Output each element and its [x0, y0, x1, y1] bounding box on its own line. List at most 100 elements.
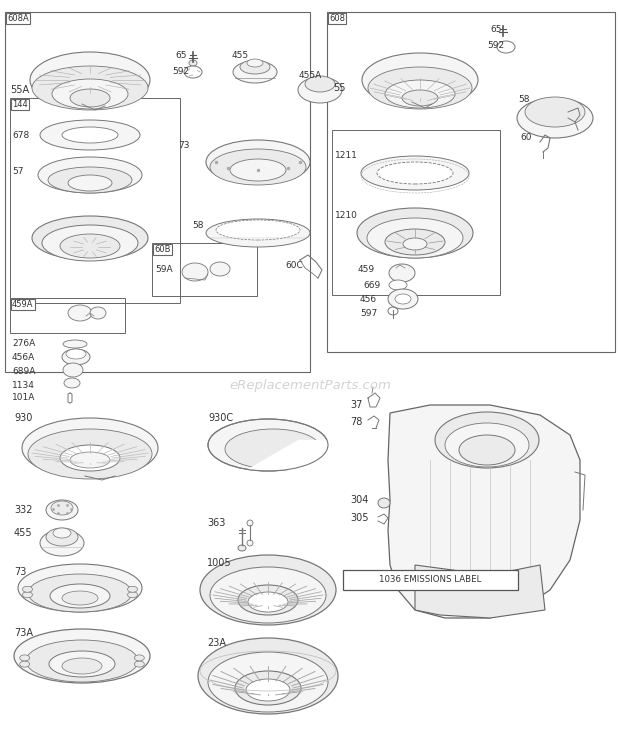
Ellipse shape — [53, 528, 71, 538]
Text: 459A: 459A — [12, 300, 33, 309]
Ellipse shape — [206, 140, 310, 184]
Ellipse shape — [62, 127, 118, 143]
Text: 1211: 1211 — [335, 150, 358, 159]
Text: 363: 363 — [207, 518, 226, 528]
Ellipse shape — [361, 156, 469, 190]
Ellipse shape — [128, 591, 138, 597]
Ellipse shape — [497, 41, 515, 53]
Ellipse shape — [388, 289, 418, 309]
Ellipse shape — [225, 429, 321, 469]
Ellipse shape — [368, 67, 472, 109]
Ellipse shape — [210, 149, 306, 185]
Ellipse shape — [62, 591, 98, 605]
Text: 58: 58 — [192, 220, 203, 229]
Ellipse shape — [230, 159, 286, 181]
Ellipse shape — [22, 418, 158, 478]
Ellipse shape — [20, 655, 30, 661]
Text: 55A: 55A — [10, 85, 29, 95]
Text: 276A: 276A — [12, 339, 35, 348]
Text: 930C: 930C — [208, 413, 233, 423]
Text: 23A: 23A — [207, 638, 226, 648]
Ellipse shape — [32, 66, 148, 110]
Ellipse shape — [60, 234, 120, 258]
Text: 65: 65 — [175, 51, 187, 60]
Text: 1036 EMISSIONS LABEL: 1036 EMISSIONS LABEL — [379, 576, 481, 585]
Ellipse shape — [246, 679, 290, 701]
Ellipse shape — [70, 452, 110, 468]
Ellipse shape — [389, 264, 415, 282]
Text: 1134: 1134 — [12, 380, 35, 390]
Ellipse shape — [48, 167, 132, 193]
Text: 592: 592 — [172, 68, 189, 77]
Text: 678: 678 — [12, 130, 29, 139]
Ellipse shape — [20, 661, 30, 667]
Ellipse shape — [208, 652, 328, 712]
Text: 455A: 455A — [299, 71, 322, 80]
Text: 608: 608 — [329, 14, 345, 23]
Text: 101A: 101A — [12, 393, 35, 402]
Ellipse shape — [235, 671, 301, 705]
Text: 592: 592 — [487, 42, 504, 51]
Text: 459: 459 — [358, 266, 375, 275]
Ellipse shape — [135, 661, 144, 667]
Ellipse shape — [247, 540, 253, 546]
Ellipse shape — [63, 363, 83, 377]
Ellipse shape — [402, 90, 438, 106]
Ellipse shape — [395, 294, 411, 304]
Ellipse shape — [240, 60, 270, 74]
Text: 305: 305 — [350, 513, 368, 523]
Text: 73: 73 — [178, 141, 190, 150]
Ellipse shape — [298, 77, 342, 103]
Ellipse shape — [22, 586, 32, 592]
Bar — [343, 570, 518, 590]
Ellipse shape — [459, 435, 515, 465]
Ellipse shape — [26, 640, 138, 682]
Ellipse shape — [189, 60, 197, 66]
Ellipse shape — [42, 225, 138, 261]
Ellipse shape — [378, 498, 390, 508]
Text: 456A: 456A — [12, 353, 35, 362]
Text: 58: 58 — [518, 95, 529, 104]
Ellipse shape — [66, 349, 86, 359]
Ellipse shape — [51, 501, 73, 515]
Ellipse shape — [435, 412, 539, 468]
Ellipse shape — [517, 98, 593, 138]
Ellipse shape — [60, 445, 120, 471]
Ellipse shape — [40, 530, 84, 556]
Ellipse shape — [18, 564, 142, 612]
Bar — [10, 98, 180, 303]
Ellipse shape — [367, 218, 463, 258]
Text: 144: 144 — [12, 100, 28, 109]
Ellipse shape — [389, 280, 407, 290]
Ellipse shape — [362, 53, 478, 107]
Ellipse shape — [70, 89, 110, 107]
Ellipse shape — [40, 120, 140, 150]
Ellipse shape — [38, 157, 142, 193]
Text: 65: 65 — [490, 25, 502, 34]
Ellipse shape — [248, 592, 288, 612]
Ellipse shape — [49, 651, 115, 677]
Ellipse shape — [28, 429, 152, 479]
Ellipse shape — [247, 520, 253, 526]
Ellipse shape — [385, 229, 445, 255]
Ellipse shape — [377, 162, 453, 184]
Text: 597: 597 — [360, 310, 377, 318]
Ellipse shape — [247, 59, 263, 67]
Text: 73A: 73A — [14, 628, 33, 638]
Text: 455: 455 — [232, 51, 249, 60]
Ellipse shape — [208, 419, 328, 471]
Text: 57: 57 — [12, 167, 24, 176]
Ellipse shape — [184, 66, 202, 78]
Ellipse shape — [210, 262, 230, 276]
Ellipse shape — [198, 638, 338, 714]
Ellipse shape — [216, 220, 300, 240]
Ellipse shape — [62, 658, 102, 674]
Ellipse shape — [46, 500, 78, 520]
Bar — [10, 298, 125, 333]
Ellipse shape — [357, 208, 473, 258]
Ellipse shape — [200, 555, 336, 625]
Ellipse shape — [525, 97, 585, 127]
Text: 78: 78 — [350, 417, 362, 427]
Text: 455: 455 — [14, 528, 33, 538]
Polygon shape — [388, 405, 580, 618]
